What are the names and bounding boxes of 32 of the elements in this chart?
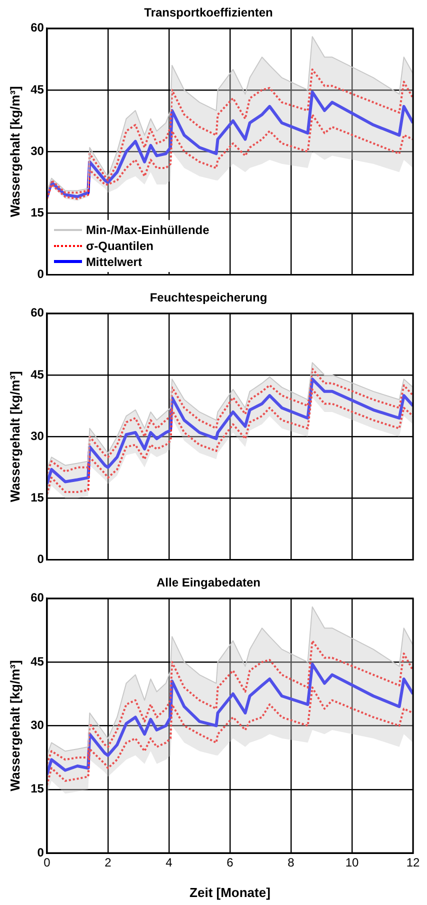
y-tick-label: 45 xyxy=(30,367,44,382)
x-tick-label: 2 xyxy=(104,856,112,870)
x-axis-title: Zeit [Monate] xyxy=(190,884,270,900)
legend-label: σ-Quantilen xyxy=(86,238,154,253)
y-tick-label: 0 xyxy=(37,845,44,860)
y-tick-label: 0 xyxy=(37,267,44,282)
x-tick-label: 8 xyxy=(288,856,295,870)
y-axis-title: Wassergehalt [kg/m³] xyxy=(7,371,22,502)
chart-title: Transportkoeffizienten xyxy=(144,6,273,20)
y-tick-label: 60 xyxy=(30,590,44,605)
x-tick-label: 10 xyxy=(345,856,359,870)
y-tick-label: 30 xyxy=(30,144,44,158)
legend-label: Min-/Max-Einhüllende xyxy=(86,222,210,237)
y-tick-label: 45 xyxy=(30,654,44,668)
y-tick-label: 45 xyxy=(30,82,44,96)
line-series xyxy=(46,68,413,196)
y-tick-label: 15 xyxy=(30,206,44,220)
chart-title: Alle Eingabedaten xyxy=(156,576,261,590)
legend-label: Mittelwert xyxy=(86,254,142,269)
y-axis-title: Wassergehalt [kg/m³] xyxy=(7,86,22,218)
y-tick-label: 30 xyxy=(30,718,44,732)
y-tick-label: 60 xyxy=(30,20,44,35)
y-tick-label: 60 xyxy=(30,306,44,320)
y-axis-title: Wassergehalt [kg/m³] xyxy=(7,660,22,792)
y-tick-label: 15 xyxy=(30,782,44,796)
y-tick-label: 0 xyxy=(37,552,44,566)
x-tick-label: 6 xyxy=(226,856,234,870)
x-tick-label: 4 xyxy=(166,856,173,870)
y-tick-label: 15 xyxy=(30,490,44,505)
chart-title: Feuchtespeicherung xyxy=(150,290,268,305)
y-tick-label: 30 xyxy=(30,428,44,443)
x-tick-label: 12 xyxy=(406,856,420,870)
